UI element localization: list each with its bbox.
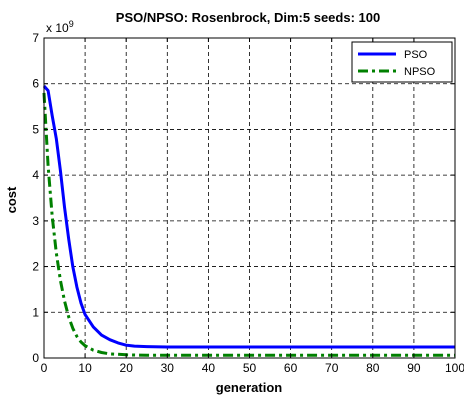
axis-ticks: 0 10 20 30 40 50 60 70 80 90 100 0 1 2 3 4 5 6 7 (32, 31, 464, 375)
y-axis-exponent-base: x 10 (46, 21, 69, 35)
x-tick-label: 40 (202, 361, 216, 375)
y-tick-label: 4 (32, 168, 39, 182)
legend-label-pso: PSO (404, 49, 428, 61)
legend-box (351, 41, 453, 83)
chart-title: PSO/NPSO: Rosenbrock, Dim:5 seeds: 100 (116, 10, 380, 25)
x-axis-label: generation (216, 380, 283, 395)
y-axis-exponent-power: 9 (69, 19, 74, 29)
x-tick-label: 90 (407, 361, 421, 375)
y-axis-exponent: x 109 (46, 19, 74, 35)
legend: PSO NPSO (351, 41, 453, 83)
x-tick-label: 70 (325, 361, 339, 375)
x-tick-label: 10 (78, 361, 92, 375)
y-tick-label: 2 (32, 260, 39, 274)
y-axis-label: cost (4, 186, 19, 213)
y-tick-label: 3 (32, 214, 39, 228)
plot-area (43, 37, 456, 359)
y-tick-label: 1 (32, 305, 39, 319)
x-tick-label: 20 (120, 361, 134, 375)
x-tick-label: 60 (284, 361, 298, 375)
y-tick-label: 6 (32, 77, 39, 91)
y-tick-label: 5 (32, 122, 39, 136)
x-tick-label: 30 (161, 361, 175, 375)
x-tick-label: 50 (243, 361, 257, 375)
series-line-pso (42, 85, 455, 349)
x-tick-label: 80 (366, 361, 380, 375)
legend-label-npso: NPSO (404, 66, 436, 78)
grid-lines (43, 37, 456, 359)
y-tick-label: 0 (32, 351, 39, 365)
x-tick-label: 0 (41, 361, 48, 375)
x-tick-label: 100 (445, 361, 464, 375)
y-tick-label: 7 (32, 31, 39, 45)
